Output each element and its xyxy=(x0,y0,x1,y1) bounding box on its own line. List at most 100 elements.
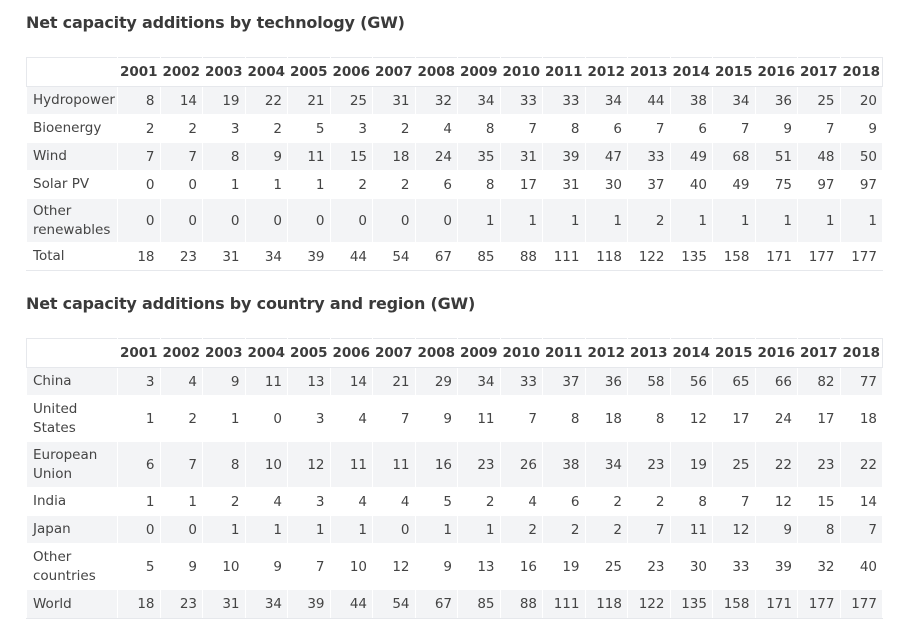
value-cell: 31 xyxy=(372,86,416,115)
value-cell: 33 xyxy=(627,142,671,171)
value-cell: 12 xyxy=(287,441,331,488)
value-cell: 88 xyxy=(499,589,543,619)
value-cell: 1 xyxy=(202,395,246,442)
year-header: 2008 xyxy=(414,338,458,368)
value-cell: 12 xyxy=(372,543,416,590)
table-row: Hydropower 8 14 19 22 21 25 31 32 34 33 33 34 44 38 34 3… xyxy=(26,86,883,115)
value-cell: 34 xyxy=(584,441,628,488)
value-cell: 23 xyxy=(627,543,671,590)
value-cell: 25 xyxy=(584,543,628,590)
year-header: 2006 xyxy=(329,338,373,368)
row-label: European Union xyxy=(26,441,118,488)
value-cell: 8 xyxy=(202,142,246,171)
value-cell: 6 xyxy=(584,114,628,143)
value-cell: 9 xyxy=(754,515,798,544)
value-cell: 1 xyxy=(202,170,246,199)
value-cell: 37 xyxy=(627,170,671,199)
value-cell: 7 xyxy=(712,487,756,516)
value-cell: 8 xyxy=(202,441,246,488)
value-cell: 8 xyxy=(457,114,501,143)
corner-cell xyxy=(26,338,118,368)
value-cell: 6 xyxy=(117,441,161,488)
year-header: 2013 xyxy=(627,57,671,87)
row-label: Solar PV xyxy=(26,170,118,199)
year-header: 2003 xyxy=(202,57,246,87)
table-row: European Union 6 7 8 10 12 11 11 16 23 26 38 34 23 19 2… xyxy=(26,441,883,488)
row-label: China xyxy=(26,367,118,396)
year-header: 2011 xyxy=(542,57,586,87)
value-cell: 177 xyxy=(839,242,883,271)
value-cell: 2 xyxy=(372,170,416,199)
value-cell: 19 xyxy=(202,86,246,115)
value-cell: 0 xyxy=(159,198,203,243)
year-header: 2004 xyxy=(244,57,288,87)
value-cell: 44 xyxy=(329,589,373,619)
value-cell: 38 xyxy=(669,86,713,115)
value-cell: 21 xyxy=(287,86,331,115)
region-table-title: Net capacity additions by country and re… xyxy=(26,294,476,313)
value-cell: 40 xyxy=(669,170,713,199)
value-cell: 82 xyxy=(797,367,841,396)
value-cell: 9 xyxy=(244,543,288,590)
value-cell: 9 xyxy=(159,543,203,590)
value-cell: 1 xyxy=(542,198,586,243)
year-header: 2003 xyxy=(202,338,246,368)
year-header: 2002 xyxy=(159,57,203,87)
value-cell: 97 xyxy=(839,170,883,199)
value-cell: 158 xyxy=(712,589,756,619)
value-cell: 35 xyxy=(457,142,501,171)
value-cell: 88 xyxy=(499,242,543,271)
value-cell: 0 xyxy=(117,170,161,199)
value-cell: 2 xyxy=(117,114,161,143)
value-cell: 1 xyxy=(287,170,331,199)
value-cell: 14 xyxy=(329,367,373,396)
year-header: 2018 xyxy=(839,57,883,87)
value-cell: 30 xyxy=(584,170,628,199)
year-header: 2011 xyxy=(542,338,586,368)
table-header-row: 2001 2002 2003 2004 2005 2006 2007 2008 2009 2010… xyxy=(26,338,883,368)
value-cell: 1 xyxy=(244,515,288,544)
value-cell: 2 xyxy=(627,198,671,243)
year-header: 2001 xyxy=(117,338,161,368)
value-cell: 1 xyxy=(499,198,543,243)
value-cell: 2 xyxy=(159,114,203,143)
value-cell: 1 xyxy=(287,515,331,544)
value-cell: 2 xyxy=(542,515,586,544)
year-header: 2010 xyxy=(499,57,543,87)
value-cell: 23 xyxy=(797,441,841,488)
value-cell: 8 xyxy=(797,515,841,544)
row-label: Other renewables xyxy=(26,198,118,243)
value-cell: 0 xyxy=(244,198,288,243)
value-cell: 0 xyxy=(372,515,416,544)
value-cell: 0 xyxy=(329,198,373,243)
value-cell: 31 xyxy=(202,589,246,619)
value-cell: 6 xyxy=(414,170,458,199)
value-cell: 4 xyxy=(499,487,543,516)
year-header: 2016 xyxy=(754,57,798,87)
value-cell: 58 xyxy=(627,367,671,396)
value-cell: 44 xyxy=(627,86,671,115)
year-header: 2009 xyxy=(457,338,501,368)
value-cell: 15 xyxy=(329,142,373,171)
value-cell: 85 xyxy=(457,589,501,619)
value-cell: 75 xyxy=(754,170,798,199)
value-cell: 122 xyxy=(627,589,671,619)
value-cell: 34 xyxy=(244,589,288,619)
value-cell: 54 xyxy=(372,242,416,271)
value-cell: 18 xyxy=(839,395,883,442)
technology-table-title: Net capacity additions by technology (GW… xyxy=(26,13,405,32)
year-header: 2004 xyxy=(244,338,288,368)
value-cell: 13 xyxy=(457,543,501,590)
value-cell: 4 xyxy=(414,114,458,143)
value-cell: 9 xyxy=(414,543,458,590)
value-cell: 50 xyxy=(839,142,883,171)
year-header: 2009 xyxy=(457,57,501,87)
value-cell: 1 xyxy=(712,198,756,243)
year-header: 2015 xyxy=(712,57,756,87)
value-cell: 7 xyxy=(712,114,756,143)
table-row: Japan 0 0 1 1 1 1 0 1 1 2 2 2 7 11 12 9 8 7 xyxy=(26,515,883,544)
value-cell: 68 xyxy=(712,142,756,171)
year-header: 2017 xyxy=(797,57,841,87)
value-cell: 19 xyxy=(669,441,713,488)
row-label: India xyxy=(26,487,118,516)
